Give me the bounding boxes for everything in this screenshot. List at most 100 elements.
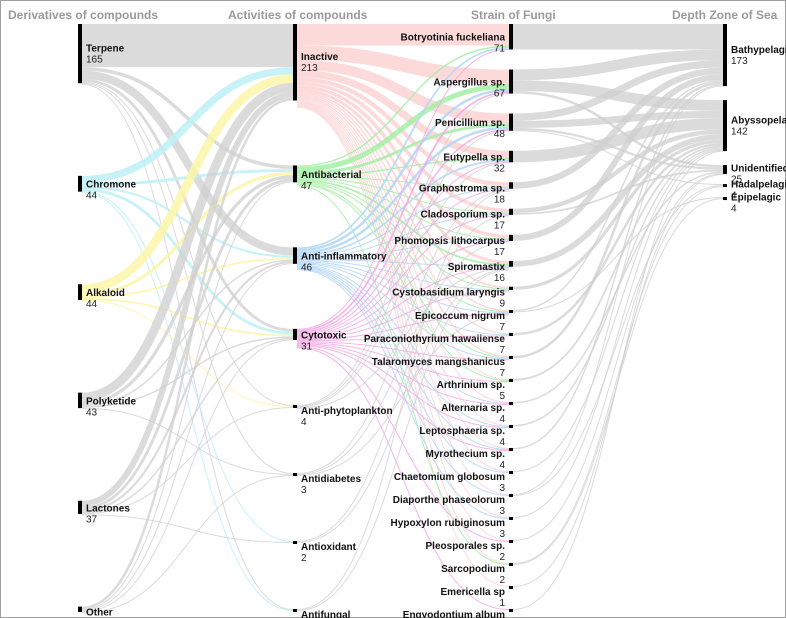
sankey-link-cytotoxic-penicillium: [296, 128, 510, 334]
node-value-cystobasidium: 9: [499, 299, 505, 310]
sankey-link-diaporthe-bathypelagic: [512, 85, 724, 495]
node-value-abyssopelagic: 142: [731, 127, 748, 138]
sankey-link-antiinflammatory-epicoccum: [296, 261, 510, 314]
node-bar-terpene: [78, 24, 82, 84]
sankey-link-cytotoxic-talaromyces: [296, 341, 510, 361]
sankey-link-cytotoxic-graphostroma: [296, 188, 510, 336]
node-label-phomopsis: Phomopsis lithocarpus: [394, 236, 505, 247]
node-label-chaetomium: Chaetomium globosum: [394, 472, 505, 483]
node-label-paraconio: Paraconiothyrium hawaiiense: [364, 334, 506, 345]
node-bar-emericella: [509, 585, 513, 589]
node-label-polyketide: Polyketide: [86, 396, 136, 407]
sankey-link-terpene-antibacterial: [81, 67, 294, 170]
sankey-link-cytotoxic-arthrinium: [296, 342, 510, 383]
sankey-link-cytotoxic-cladosporium: [296, 214, 510, 337]
node-label-alkaloid: Alkaloid: [86, 288, 125, 299]
node-bar-hadalpelagic: [723, 184, 727, 188]
sankey-link-inactive-penicillium: [296, 59, 510, 124]
node-bar-chromone: [78, 175, 82, 192]
sankey-link-antiphyto-penicillium: [296, 130, 510, 407]
node-label-terpene: Terpene: [86, 44, 125, 55]
sankey-link-chromone-inactive: [81, 67, 294, 184]
node-label-antiphyto: Anti-phytoplankton: [301, 406, 393, 417]
node-bar-antifungal: [293, 609, 297, 612]
node-bar-antiphyto: [293, 404, 297, 408]
sankey-link-antidiabetes-graphostroma: [296, 189, 510, 474]
node-bar-unidentified: [723, 165, 727, 175]
sankey-link-terpene-cytotoxic: [81, 78, 294, 332]
sankey-link-lactones-antiphyto: [81, 406, 294, 515]
node-bar-phomopsis: [509, 234, 513, 241]
sankey-link-cytotoxic-alternaria: [296, 343, 510, 405]
sankey-link-aspergillus-abyssopelagic: [512, 80, 724, 111]
node-label-diaporthe: Diaporthe phaseolorum: [393, 495, 505, 506]
sankey-link-cystobasidium-abyssopelagic: [512, 139, 724, 290]
node-bar-botryotinia: [509, 24, 513, 50]
sankey-link-paraconio-abyssopelagic: [512, 142, 724, 336]
sankey-link-antiinflammatory-paraconio: [296, 262, 510, 336]
sankey-link-lactones-antioxidant: [81, 514, 294, 543]
sankey-link-chromone-antiinflammatory: [81, 185, 294, 258]
sankey-link-antidiabetes-epicoccum: [296, 314, 510, 476]
sankey-link-cladosporium-abyssopelagic: [512, 129, 724, 214]
sankey-link-inactive-talaromyces: [296, 96, 510, 358]
node-label-antiinflammatory: Anti-inflammatory: [301, 252, 387, 263]
sankey-link-myrothecium-bathypelagic: [512, 83, 724, 450]
node-label-graphostroma: Graphostroma sp.: [419, 183, 505, 194]
node-value-arthrinium: 5: [499, 391, 505, 402]
node-label-leptosphaeria: Leptosphaeria sp.: [419, 426, 505, 437]
node-bar-paraconio: [509, 332, 513, 336]
sankey-link-antibacterial-graphostroma: [296, 176, 510, 188]
node-value-epicoccum: 7: [499, 322, 505, 333]
sankey-link-penicillium-bathypelagic: [512, 60, 724, 121]
node-label-pleosporales: Pleosporales sp.: [426, 541, 506, 552]
sankey-link-inactive-pleosporales: [296, 104, 510, 541]
node-label-cladosporium: Cladosporium sp.: [421, 210, 506, 221]
node-value-myrothecium: 4: [499, 460, 505, 471]
sankey-link-pleosporales-unidentified: [512, 172, 724, 541]
sankey-link-talaromyces-bathypelagic: [512, 81, 724, 359]
node-label-hadalpelagic: Hadalpelagic: [731, 180, 786, 191]
node-label-antibacterial: Antibacterial: [301, 170, 362, 181]
node-label-antifungal: Antifungal: [301, 610, 351, 618]
node-label-hypoxylon: Hypoxylon rubiginosum: [391, 518, 506, 529]
node-label-myrothecium: Myrothecium sp.: [426, 449, 506, 460]
sankey-link-chaetomium-abyssopelagic: [512, 148, 724, 473]
sankey-link-polyketide-antiinflammatory: [81, 259, 294, 407]
node-bar-inactive: [293, 24, 297, 101]
sankey-link-leptosphaeria-abyssopelagic: [512, 147, 724, 427]
node-value-alternaria: 4: [499, 414, 505, 425]
node-bar-epicoccum: [509, 309, 513, 313]
node-label-botryotinia: Botryotinia fuckeliana: [401, 33, 506, 44]
sankey-link-antiinflammatory-talaromyces: [296, 263, 510, 360]
node-value-cladosporium: 17: [494, 221, 506, 232]
node-value-cytotoxic: 31: [301, 341, 313, 352]
node-value-paraconio: 7: [499, 345, 505, 356]
sankey-link-antiinflammatory-aspergillus: [296, 88, 510, 252]
node-value-terpene: 165: [86, 55, 103, 66]
sankey-link-inactive-paraconio: [296, 94, 510, 335]
node-bar-bathypelagic: [723, 24, 727, 87]
sankey-link-antiinflammatory-chaetomium: [296, 267, 510, 473]
sankey-link-antiinflammatory-spiromastix: [296, 259, 510, 267]
node-label-sarcopodium: Sarcopodium: [441, 564, 505, 575]
node-bar-spiromastix: [509, 260, 513, 267]
node-value-antiphyto: 4: [301, 417, 307, 428]
node-value-bathypelagic: 173: [731, 56, 748, 67]
sankey-link-antiinflammatory-diaporthe: [296, 268, 510, 496]
node-value-epipelagic: 4: [731, 204, 737, 215]
node-value-inactive: 213: [301, 63, 318, 74]
node-value-alkaloid: 44: [86, 299, 98, 310]
sankey-link-antifungal-graphostroma: [296, 190, 510, 610]
sankey-link-antiinflammatory-eutypella: [296, 159, 510, 256]
node-bar-cytotoxic: [293, 328, 297, 340]
node-value-polyketide: 43: [86, 407, 98, 418]
node-bar-alkaloid: [78, 284, 82, 301]
sankey-link-cytotoxic-pleosporales: [296, 346, 510, 542]
sankey-link-antibacterial-aspergillus: [296, 83, 510, 172]
sankey-link-cytotoxic-cystobasidium: [296, 290, 510, 340]
node-value-lactones: 37: [86, 514, 98, 525]
node-value-aspergillus: 67: [494, 89, 506, 100]
node-label-antioxidant: Antioxidant: [301, 542, 357, 553]
